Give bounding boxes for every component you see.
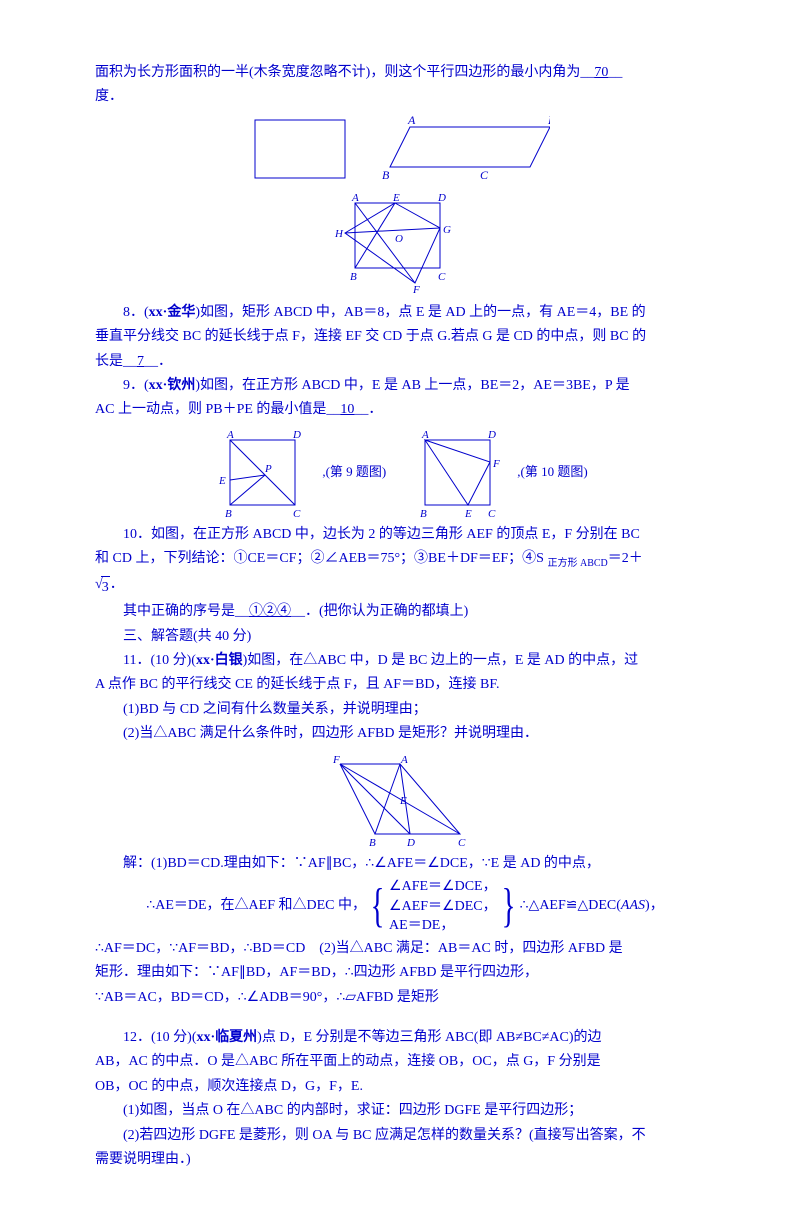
left-brace-icon: { — [371, 882, 385, 930]
figure-q11: F A E B D C — [95, 752, 705, 847]
svg-text:G: G — [443, 224, 451, 236]
sol11-line5: ∵AB＝AC，BD＝CD，∴∠ADB＝90°，∴▱AFBD 是矩形 — [95, 987, 705, 1009]
problem-10-line2: 和 CD 上，下列结论：①CE＝CF；②∠AEB＝75°；③BE＋DF＝EF；④… — [95, 548, 705, 572]
svg-text:H: H — [334, 228, 344, 240]
problem-12-q1: (1)如图，当点 O 在△ABC 的内部时，求证：四边形 DGFE 是平行四边形… — [95, 1100, 705, 1122]
sol11-line4: 矩形．理由如下：∵AF∥BD，AF＝BD，∴四边形 AFBD 是平行四边形， — [95, 962, 705, 984]
svg-text:F: F — [412, 284, 420, 296]
fig-rectangle — [255, 120, 345, 178]
problem-12: 12．(10 分)(xx·临夏州)点 D，E 分别是不等边三角形 ABC(即 A… — [95, 1027, 705, 1049]
svg-text:E: E — [399, 795, 407, 807]
label-A: A — [407, 115, 416, 127]
sol11-line1: 解：(1)BD＝CD.理由如下：∵AF∥BC，∴∠AFE＝∠DCE，∵E 是 A… — [95, 853, 705, 875]
svg-text:F: F — [332, 754, 340, 766]
problem-8-line3: 长是__7__． — [95, 351, 705, 373]
sol11-line3: ∴AF＝DC，∵AF＝BD，∴BD＝CD (2)当△ABC 满足：AB＝AC 时… — [95, 938, 705, 960]
problem-10-line3: 其中正确的序号是__①②④__．(把你认为正确的都填上) — [95, 601, 705, 623]
svg-text:P: P — [264, 463, 272, 475]
svg-text:E: E — [392, 192, 400, 204]
svg-text:D: D — [406, 837, 415, 847]
svg-text:F: F — [492, 458, 500, 470]
svg-text:C: C — [488, 508, 496, 518]
problem-8-line2: 垂直平分线交 BC 的延长线于点 F，连接 EF 交 CD 于点 G.若点 G … — [95, 326, 705, 348]
figure-9-10-row: A D E P B C ,(第 9 题图) A D F B E C ,(第 10… — [95, 428, 705, 518]
brace-content: ∠AFE＝∠DCE， ∠AEF＝∠DEC， AE＝DE， — [389, 877, 497, 936]
svg-text:E: E — [218, 475, 226, 487]
p10-answer: ①②④ — [249, 604, 291, 619]
figure-q8: A E D H G O B C F — [95, 191, 705, 296]
problem-11-line2: A 点作 BC 的平行线交 CE 的延长线于点 F，且 AF＝BD，连接 BF. — [95, 674, 705, 696]
problem-11-q1: (1)BD 与 CD 之间有什么数量关系，并说明理由； — [95, 699, 705, 721]
problem-9-line2: AC 上一动点，则 PB＋PE 的最小值是__10__． — [95, 399, 705, 421]
svg-text:A: A — [421, 429, 429, 441]
p8-answer: 7 — [137, 354, 144, 369]
fig-q11-svg: F A E B D C — [325, 752, 475, 847]
problem-10: 10．如图，在正方形 ABCD 中，边长为 2 的等边三角形 AEF 的顶点 E… — [95, 524, 705, 546]
problem-12-q3: 需要说明理由．) — [95, 1149, 705, 1171]
problem-8: 8．(xx·金华)如图，矩形 ABCD 中，AB＝8，点 E 是 AD 上的一点… — [95, 302, 705, 324]
svg-text:B: B — [350, 271, 357, 283]
svg-text:O: O — [395, 233, 403, 245]
fig-rect-parallelogram: A D B C — [250, 115, 550, 185]
fig9-caption: ,(第 9 题图) — [322, 464, 386, 479]
top-text-b: __ — [608, 65, 622, 80]
svg-text:B: B — [420, 508, 427, 518]
top-text-a: 面积为长方形面积的一半(木条宽度忽略不计)，则这个平行四边形的最小内角为__ — [95, 65, 594, 80]
problem-11-q2: (2)当△ABC 满足什么条件时，四边形 AFBD 是矩形？并说明理由． — [95, 723, 705, 745]
fig-q8-svg: A E D H G O B C F — [330, 191, 470, 296]
right-brace-icon: } — [501, 882, 515, 930]
label-D: D — [547, 115, 550, 127]
fig-q9: A D E P B C — [212, 428, 322, 518]
problem-12-line2: AB，AC 的中点．O 是△ABC 所在平面上的动点，连接 OB，OC，点 G，… — [95, 1051, 705, 1073]
fig-parallelogram — [390, 127, 550, 167]
top-paragraph-2: 度． — [95, 86, 705, 108]
label-C: C — [480, 168, 489, 182]
fig-q10: A D F B E C — [407, 428, 517, 518]
figure-rect-para: A D B C — [95, 115, 705, 185]
svg-text:D: D — [487, 429, 496, 441]
svg-text:C: C — [458, 837, 466, 847]
svg-text:D: D — [292, 429, 301, 441]
problem-12-q2: (2)若四边形 DGFE 是菱形，则 OA 与 BC 应满足怎样的数量关系？(直… — [95, 1125, 705, 1147]
section-3-title: 三、解答题(共 40 分) — [95, 626, 705, 648]
sol11-post-brace: ∴△AEF≌△DEC(AAS)， — [520, 895, 664, 917]
sol11-brace-row: ∴AE＝DE，在△AEF 和△DEC 中， { ∠AFE＝∠DCE， ∠AEF＝… — [105, 877, 705, 936]
label-B: B — [382, 168, 390, 182]
svg-text:E: E — [464, 508, 472, 518]
svg-text:D: D — [437, 192, 446, 204]
problem-12-line3: OB，OC 的中点，顺次连接点 D，G，F，E. — [95, 1076, 705, 1098]
svg-text:B: B — [369, 837, 376, 847]
fig10-caption: ,(第 10 题图) — [517, 464, 587, 479]
svg-text:C: C — [438, 271, 446, 283]
svg-text:A: A — [226, 429, 234, 441]
top-answer: 70 — [594, 65, 608, 80]
svg-text:A: A — [400, 754, 408, 766]
problem-10-sqrt: √3． — [95, 574, 705, 599]
svg-text:B: B — [225, 508, 232, 518]
p9-answer: 10 — [340, 402, 354, 417]
sol11-pre-brace: ∴AE＝DE，在△AEF 和△DEC 中， — [146, 895, 366, 917]
svg-text:A: A — [351, 192, 359, 204]
sqrt-3: √3 — [95, 574, 110, 599]
problem-9: 9．(xx·钦州)如图，在正方形 ABCD 中，E 是 AB 上一点，BE＝2，… — [95, 375, 705, 397]
top-paragraph: 面积为长方形面积的一半(木条宽度忽略不计)，则这个平行四边形的最小内角为__70… — [95, 62, 705, 84]
problem-11: 11．(10 分)(xx·白银)如图，在△ABC 中，D 是 BC 边上的一点，… — [95, 650, 705, 672]
svg-text:C: C — [293, 508, 301, 518]
top-text-c: 度． — [95, 89, 123, 104]
